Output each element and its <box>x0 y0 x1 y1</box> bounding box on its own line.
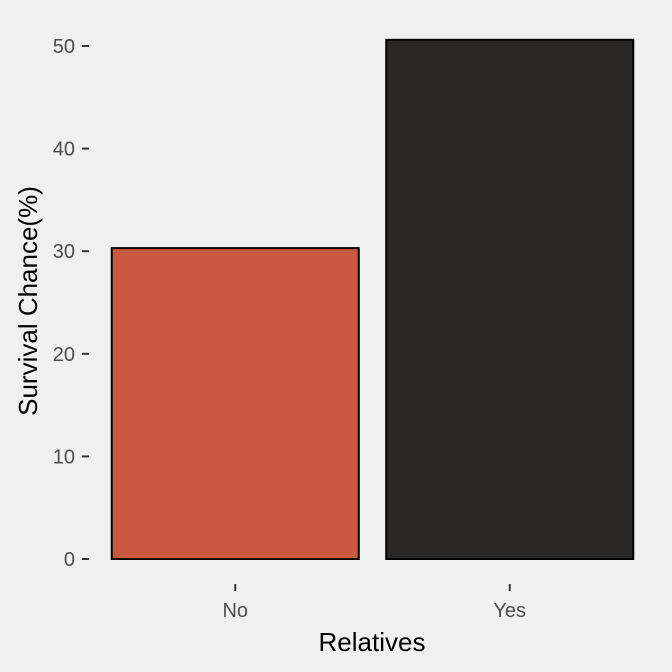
x-axis-title: Relatives <box>319 627 426 657</box>
y-tick-label-1: 10 <box>53 446 75 468</box>
bar-no <box>110 247 360 560</box>
y-tick-label-4: 40 <box>53 139 75 161</box>
x-axis: No Yes <box>222 584 526 622</box>
bar-yes <box>385 38 635 561</box>
y-tick-label-3: 30 <box>53 241 75 263</box>
x-tick-label-yes: Yes <box>493 600 526 622</box>
x-tick-label-no: No <box>222 600 248 622</box>
y-tick-label-5: 50 <box>53 36 75 58</box>
y-tick-label-2: 20 <box>53 344 75 366</box>
y-axis: 0 10 20 30 40 50 <box>53 36 89 571</box>
y-axis-title: Survival Chance(%) <box>13 186 43 416</box>
bars-group <box>110 38 635 561</box>
y-tick-label-0: 0 <box>64 549 75 571</box>
